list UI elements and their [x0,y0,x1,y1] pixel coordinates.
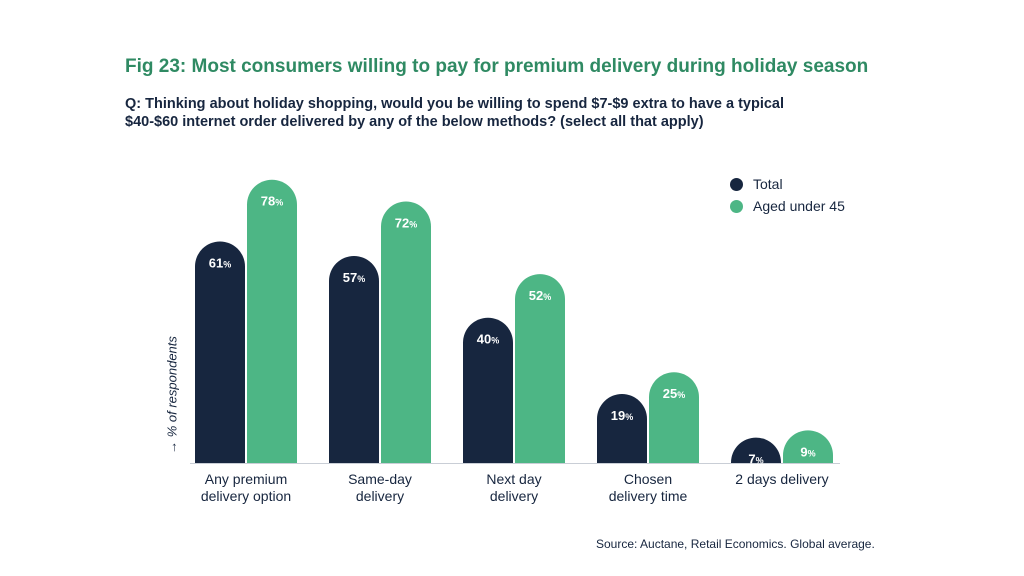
bar-under-45-3 [649,372,699,463]
bar-total-1 [329,255,379,463]
legend: Total Aged under 45 [730,173,845,217]
bar-under-45-0 [247,179,297,463]
category-label-3: Chosen delivery time [609,471,688,504]
bar-under-45-4 [783,430,833,463]
bar-total-3 [597,393,647,463]
data-label-total-1: 57% [343,270,365,285]
bar-total-2 [463,317,513,463]
legend-label-under-45: Aged under 45 [753,198,845,214]
source-note: Source: Auctane, Retail Economics. Globa… [596,537,875,551]
data-label-under-45-0: 78% [261,194,283,209]
legend-label-total: Total [753,176,783,192]
category-label-2: Next day delivery [486,471,541,504]
legend-swatch-total [730,177,743,191]
data-label-under-45-3: 25% [663,386,685,401]
data-label-under-45-1: 72% [395,216,417,231]
legend-item-total: Total [730,173,845,195]
data-label-under-45-2: 52% [529,288,551,303]
legend-swatch-under-45 [730,199,743,213]
category-label-0: Any premium delivery option [201,471,291,504]
bar-under-45-2 [515,274,565,463]
data-label-total-0: 61% [209,255,231,270]
chart-subtitle: Q: Thinking about holiday shopping, woul… [125,96,785,130]
data-label-total-4: 7% [748,452,763,467]
legend-item-under-45: Aged under 45 [730,195,845,217]
category-label-4: 2 days delivery [735,471,828,487]
data-label-total-2: 40% [477,332,499,347]
bar-under-45-1 [381,201,431,464]
category-label-1: Same-day delivery [348,471,412,504]
bar-total-0 [195,241,245,463]
chart-title: Fig 23: Most consumers willing to pay fo… [125,56,869,77]
data-label-under-45-4: 9% [800,444,815,459]
data-label-total-3: 19% [611,408,633,423]
bar-total-4 [731,437,781,463]
